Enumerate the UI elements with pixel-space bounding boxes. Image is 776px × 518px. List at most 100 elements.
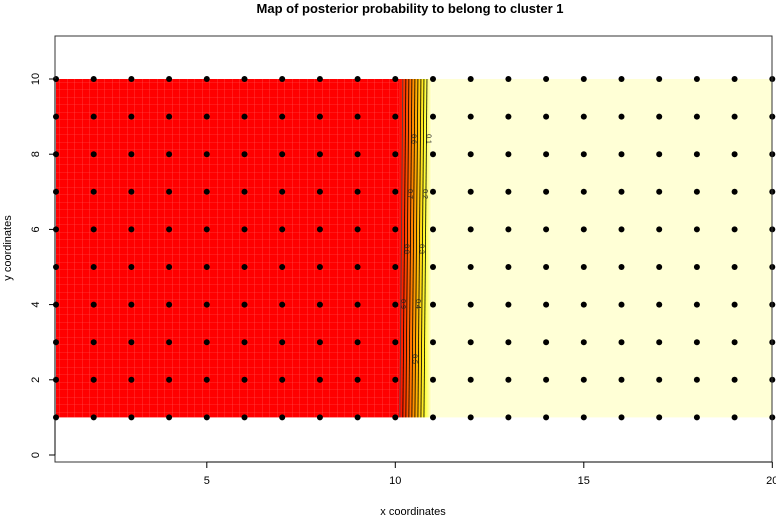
grid-point — [128, 113, 135, 120]
grid-point — [543, 301, 550, 308]
grid-point — [90, 414, 97, 421]
grid-point — [166, 414, 173, 421]
grid-point — [618, 301, 625, 308]
grid-point — [430, 264, 436, 270]
contour-line — [414, 78, 419, 418]
contour-line — [402, 78, 407, 418]
x-tick-label: 15 — [578, 475, 590, 487]
grid-point — [203, 151, 210, 158]
grid-point — [241, 76, 248, 82]
y-tick-label: 10 — [30, 73, 42, 85]
grid-point — [392, 188, 399, 195]
grid-point — [354, 151, 361, 158]
grid-point — [731, 376, 738, 383]
region-high-mesh — [56, 79, 400, 418]
grid-point — [656, 414, 663, 421]
grid-point — [203, 226, 210, 233]
grid-point — [656, 376, 663, 383]
grid-point — [241, 264, 248, 270]
grid-point — [731, 414, 738, 421]
chart-title: Map of posterior probability to belong t… — [257, 1, 564, 16]
grid-point — [656, 151, 663, 158]
grid-point — [731, 339, 738, 346]
grid-point — [543, 376, 550, 383]
grid-point — [618, 414, 625, 421]
grid-point — [316, 226, 323, 233]
grid-point — [316, 151, 323, 158]
grid-point — [543, 226, 550, 233]
grid-point — [166, 339, 173, 346]
grid-point — [241, 113, 248, 120]
grid-point — [580, 226, 587, 233]
grid-point — [693, 414, 700, 421]
x-tick-label: 5 — [204, 475, 210, 487]
contour-label: 0.4 — [414, 299, 421, 309]
grid-point — [467, 76, 474, 82]
grid-point — [166, 301, 173, 308]
grid-point — [430, 113, 436, 120]
grid-point — [580, 376, 587, 383]
region-low-probability — [431, 79, 773, 418]
grid-point — [430, 226, 436, 233]
grid-point — [580, 301, 587, 308]
grid-point — [392, 301, 399, 308]
grid-point — [392, 414, 399, 421]
grid-point — [467, 301, 474, 308]
grid-point — [279, 301, 286, 308]
grid-point — [580, 76, 587, 82]
grid-point — [505, 264, 512, 270]
grid-point — [505, 226, 512, 233]
contour-label: 0.7 — [406, 189, 413, 199]
grid-point — [392, 151, 399, 158]
grid-point — [90, 76, 97, 82]
grid-point — [203, 414, 210, 421]
grid-point — [279, 188, 286, 195]
contour-line — [399, 78, 404, 418]
grid-point — [618, 76, 625, 82]
grid-point — [543, 264, 550, 270]
grid-point — [392, 376, 399, 383]
grid-point — [90, 301, 97, 308]
grid-point — [316, 339, 323, 346]
grid-point — [354, 264, 361, 270]
grid-point — [656, 76, 663, 82]
x-tick-label: 20 — [766, 475, 776, 487]
grid-point — [90, 188, 97, 195]
grid-point — [279, 376, 286, 383]
grid-point — [467, 414, 474, 421]
contour-label: 0.9 — [399, 299, 406, 309]
y-tick-label: 8 — [30, 151, 42, 157]
grid-point — [279, 264, 286, 270]
grid-point — [543, 151, 550, 158]
grid-point — [693, 264, 700, 270]
contour-line — [408, 78, 413, 418]
grid-point — [618, 226, 625, 233]
grid-point — [505, 151, 512, 158]
grid-point — [392, 264, 399, 270]
grid-point — [128, 151, 135, 158]
grid-point — [166, 376, 173, 383]
grid-point — [467, 226, 474, 233]
grid-point — [430, 339, 436, 346]
grid-point — [90, 226, 97, 233]
grid-point — [90, 376, 97, 383]
grid-point — [279, 76, 286, 82]
grid-point — [128, 226, 135, 233]
grid-point — [354, 301, 361, 308]
grid-point — [166, 226, 173, 233]
grid-point — [731, 151, 738, 158]
grid-point — [392, 226, 399, 233]
grid-point — [467, 188, 474, 195]
grid-point — [656, 226, 663, 233]
grid-point — [618, 376, 625, 383]
grid-point — [279, 414, 286, 421]
grid-point — [656, 113, 663, 120]
grid-point — [241, 301, 248, 308]
grid-point — [53, 188, 59, 195]
grid-point — [203, 376, 210, 383]
y-tick-label: 2 — [30, 377, 42, 383]
grid-point — [128, 76, 135, 82]
grid-point — [467, 376, 474, 383]
grid-point — [203, 339, 210, 346]
